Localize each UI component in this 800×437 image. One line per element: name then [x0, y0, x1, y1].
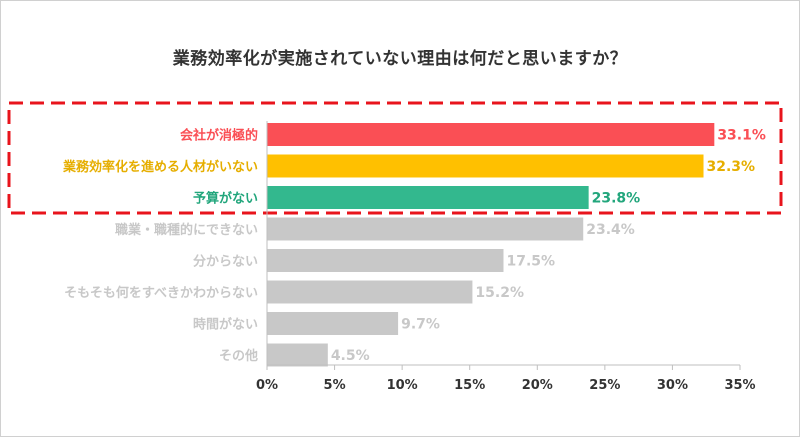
x-tick-label: 20%: [522, 378, 553, 393]
category-label: 時間がない: [193, 317, 258, 333]
value-label: 23.4%: [586, 222, 635, 238]
chart-title: 業務効率化が実施されていない理由は何だと思いますか？: [172, 49, 628, 69]
x-tick-label: 10%: [387, 378, 418, 393]
bar: [267, 154, 704, 178]
category-label: 業務効率化を進める人材がいない: [62, 159, 258, 175]
value-label: 4.5%: [331, 348, 370, 364]
value-label: 32.3%: [707, 159, 756, 175]
bar: [267, 343, 328, 367]
bar: [267, 123, 715, 146]
category-label: 予算がない: [193, 191, 258, 207]
x-tick-label: 25%: [589, 378, 620, 393]
bar: [267, 280, 473, 304]
x-tick-label: 35%: [724, 378, 755, 393]
x-tick-label: 5%: [324, 378, 346, 393]
value-label: 23.8%: [592, 191, 641, 207]
category-label: 会社が消極的: [180, 128, 258, 144]
value-label: 15.2%: [475, 285, 524, 301]
category-label: その他: [219, 348, 258, 364]
x-tick-label: 15%: [454, 378, 485, 393]
value-label: 9.7%: [401, 317, 440, 333]
value-label: 17.5%: [507, 254, 556, 270]
category-label: 職業・職種的にできない: [115, 222, 258, 238]
x-tick-label: 30%: [657, 378, 688, 393]
bar: [267, 186, 589, 209]
x-tick-label: 0%: [256, 378, 278, 393]
category-label: そもそも何をすべきかわからない: [64, 285, 258, 301]
bar: [267, 217, 584, 241]
category-label: 分からない: [193, 254, 258, 270]
value-label: 33.1%: [717, 128, 766, 144]
highlight-box: [7, 101, 783, 215]
bar: [267, 312, 399, 335]
bar: [267, 249, 504, 272]
